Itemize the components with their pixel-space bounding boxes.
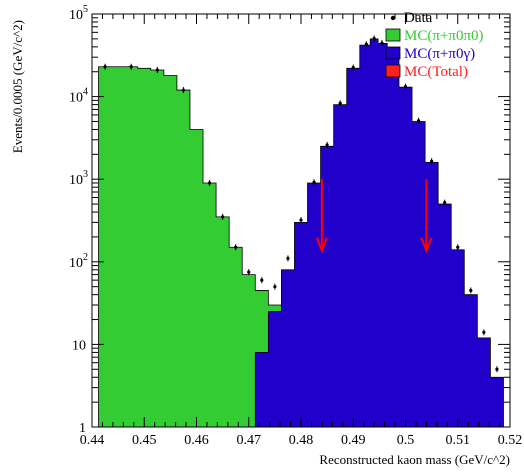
y-tick-label: 103	[69, 169, 88, 188]
x-tick-label: 0.47	[237, 433, 262, 448]
legend-label: Data	[404, 10, 433, 26]
legend-label: MC(π+π0γ)	[404, 46, 475, 62]
data-point	[325, 143, 329, 147]
data-point	[403, 85, 408, 89]
x-tick-label: 0.44	[80, 433, 105, 448]
x-tick-label: 0.49	[341, 433, 366, 448]
data-point	[495, 367, 499, 371]
cut-arrow-head	[315, 237, 328, 254]
y-tick-labels: 1 10 102 103 104 105	[69, 4, 88, 436]
x-tick-label: 0.45	[132, 433, 157, 448]
x-axis-title: Reconstructed kaon mass (GeV/c^2)	[319, 452, 510, 467]
y-axis-title: Events/0.0005 (GeV/c^2)	[10, 20, 25, 153]
data-point	[351, 65, 355, 70]
x-tick-label: 0.5	[397, 433, 415, 448]
y-tick-label: 102	[69, 252, 88, 271]
data-point	[380, 41, 384, 45]
data-point	[103, 65, 107, 69]
data-point	[364, 42, 368, 46]
data-point	[416, 119, 421, 123]
data-point	[221, 215, 225, 219]
x-tick-label: 0.48	[289, 433, 314, 448]
data-point	[207, 181, 212, 185]
data-point	[234, 245, 238, 249]
data-point	[181, 88, 186, 92]
legend-swatch	[385, 46, 401, 60]
x-tick-label: 0.52	[498, 433, 523, 448]
data-point	[482, 330, 486, 334]
data-point	[443, 201, 447, 205]
x-tick-label: 0.46	[184, 433, 209, 448]
legend-label: MC(Total)	[404, 64, 468, 80]
legend-swatch	[385, 28, 401, 42]
histogram-layer	[98, 35, 504, 428]
y-tick-label: 105	[69, 4, 88, 23]
tick-layer	[91, 13, 511, 428]
data-point	[312, 180, 316, 184]
data-point	[155, 68, 159, 72]
data-point	[430, 159, 434, 163]
data-point	[338, 101, 342, 105]
data-point	[129, 65, 133, 69]
data-point	[286, 256, 290, 260]
data-point	[469, 288, 473, 293]
data-point	[299, 218, 303, 222]
data-point	[260, 278, 264, 282]
annotation-layer	[315, 179, 433, 254]
data-point	[247, 270, 251, 274]
legend-label: MC(π+π0π0)	[404, 28, 484, 44]
x-tick-label: 0.51	[446, 433, 471, 448]
data-point	[372, 36, 376, 41]
legend-marker	[390, 15, 396, 21]
legend: Data MC(π+π0π0) MC(π+π0γ) MC(Total)	[385, 10, 484, 80]
cut-arrow-head	[420, 237, 433, 254]
series-MC(π+π0γ)	[254, 38, 504, 428]
data-point	[273, 285, 277, 289]
y-tick-label: 10	[72, 338, 86, 353]
y-tick-label: 1	[79, 421, 86, 436]
x-tick-labels: 0.44 0.45 0.46 0.47 0.48 0.49 0.5 0.51 0.52	[80, 433, 523, 448]
legend-swatch	[385, 64, 401, 78]
data-point	[456, 245, 460, 249]
y-tick-label: 104	[69, 87, 88, 106]
